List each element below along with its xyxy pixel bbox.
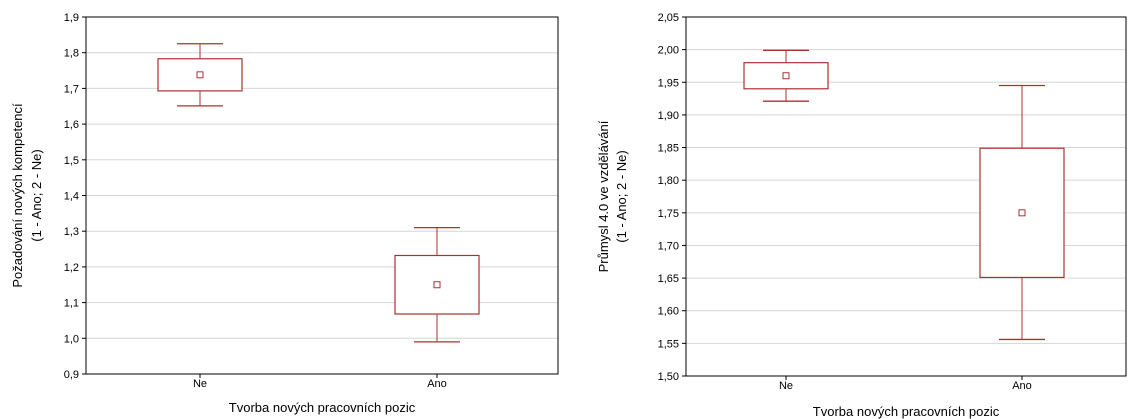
mean-marker [1018, 209, 1026, 217]
y-tick-label: 2,05 [658, 12, 679, 24]
y-tick-label: 1,7 [64, 83, 79, 95]
chart-left-kompetence: 0,9 1,0 1,1 1,2 1,3 1,4 1,5 1,6 1,7 1,8 1,9 Ne Ano Tv… [10, 12, 559, 415]
y-tick-label: 0,9 [64, 369, 79, 381]
y-tick-label: 1,3 [64, 226, 79, 238]
x-axis-title: Tvorba nových pracovních pozic [229, 400, 416, 415]
y-axis-title: Průmysl 4.0 ve vzdělávání [596, 120, 611, 272]
y-tick-label: 1,2 [64, 262, 79, 274]
mean-marker [433, 281, 441, 289]
x-axis-title: Tvorba nových pracovních pozic [813, 404, 1000, 419]
y-axis-subtitle: (1 - Ano; 2 - Ne) [614, 150, 629, 242]
plot-frame [685, 16, 1127, 377]
y-tick-label: 1,75 [658, 208, 679, 220]
y-tick-label: 1,95 [658, 77, 679, 89]
x-tick-label: Ne [779, 380, 793, 392]
y-tick-label: 1,1 [64, 298, 79, 310]
y-tick-label: 1,80 [658, 175, 679, 187]
y-tick-label: 1,4 [64, 191, 79, 203]
y-axis-title: Požadování nových kompetencí [10, 103, 25, 288]
x-tick-label: Ano [427, 378, 447, 390]
y-tick-label: 1,0 [64, 333, 79, 345]
y-tick-label: 1,8 [64, 48, 79, 60]
y-tick-label: 1,55 [658, 338, 679, 350]
y-tick-label: 1,5 [64, 155, 79, 167]
mean-marker [196, 71, 204, 79]
y-tick-label: 1,90 [658, 110, 679, 122]
x-tick-label: Ne [193, 378, 207, 390]
y-tick-label: 1,6 [64, 119, 79, 131]
y-tick-label: 1,65 [658, 273, 679, 285]
y-axis-subtitle: (1 - Ano; 2 - Ne) [29, 149, 44, 241]
y-tick-label: 1,9 [64, 12, 79, 24]
y-tick-label: 1,70 [658, 240, 679, 252]
y-tick-label: 1,50 [658, 371, 679, 383]
chart-right-prumysl: 1,50 1,55 1,60 1,65 1,70 1,75 1,80 1,85 1,90 1,95… [596, 12, 1127, 419]
mean-marker [782, 72, 790, 80]
y-tick-label: 1,60 [658, 306, 679, 318]
y-tick-label: 2,00 [658, 45, 679, 57]
x-tick-label: Ano [1012, 380, 1032, 392]
y-tick-label: 1,85 [658, 143, 679, 155]
